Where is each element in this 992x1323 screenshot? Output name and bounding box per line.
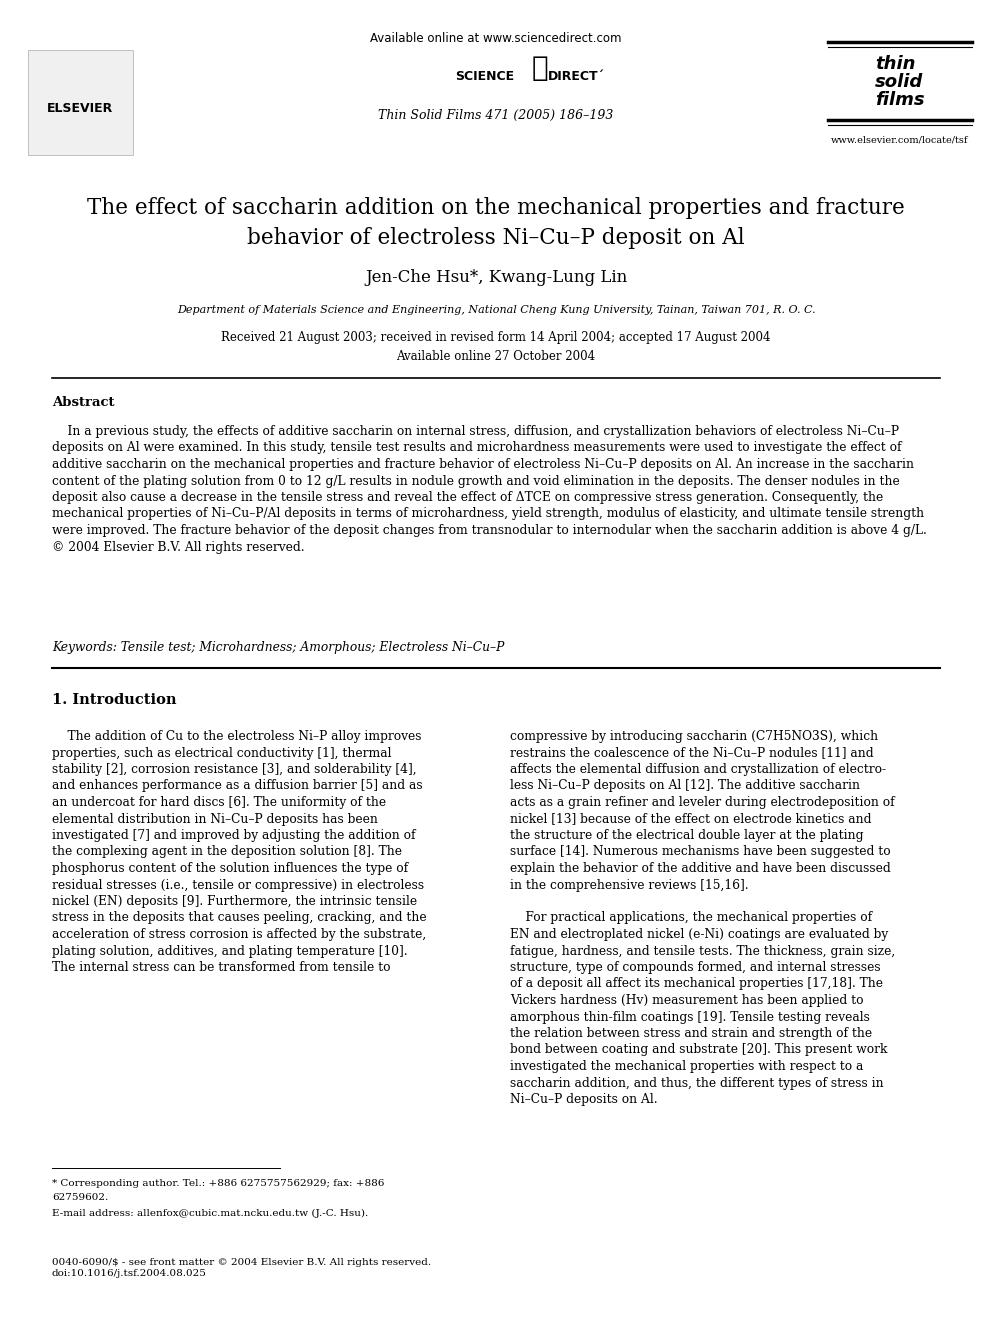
- Text: Received 21 August 2003; received in revised form 14 April 2004; accepted 17 Aug: Received 21 August 2003; received in rev…: [221, 332, 771, 344]
- Bar: [28, 50, 133, 155]
- Text: compressive by introducing saccharin (C7H5NO3S), which
restrains the coalescence: compressive by introducing saccharin (C7…: [510, 730, 895, 1106]
- Text: The addition of Cu to the electroless Ni–P alloy improves
properties, such as el: The addition of Cu to the electroless Ni…: [52, 730, 427, 974]
- Text: 62759602.: 62759602.: [52, 1193, 108, 1203]
- Text: Thin Solid Films 471 (2005) 186–193: Thin Solid Films 471 (2005) 186–193: [378, 108, 614, 122]
- Text: DIRECT´: DIRECT´: [548, 70, 605, 82]
- Text: Keywords: Tensile test; Microhardness; Amorphous; Electroless Ni–Cu–P: Keywords: Tensile test; Microhardness; A…: [52, 642, 504, 655]
- Text: thin
solid
films: thin solid films: [875, 56, 925, 108]
- Text: Available online 27 October 2004: Available online 27 October 2004: [397, 349, 595, 363]
- Text: 1. Introduction: 1. Introduction: [52, 693, 177, 706]
- Text: Available online at www.sciencedirect.com: Available online at www.sciencedirect.co…: [370, 32, 622, 45]
- Text: behavior of electroless Ni–Cu–P deposit on Al: behavior of electroless Ni–Cu–P deposit …: [247, 228, 745, 249]
- Text: Department of Materials Science and Engineering, National Cheng Kung University,: Department of Materials Science and Engi…: [177, 306, 815, 315]
- Text: The effect of saccharin addition on the mechanical properties and fracture: The effect of saccharin addition on the …: [87, 197, 905, 220]
- Text: 0040-6090/$ - see front matter © 2004 Elsevier B.V. All rights reserved.
doi:10.: 0040-6090/$ - see front matter © 2004 El…: [52, 1258, 432, 1278]
- Text: www.elsevier.com/locate/tsf: www.elsevier.com/locate/tsf: [831, 135, 969, 144]
- Text: ELSEVIER: ELSEVIER: [47, 102, 113, 115]
- Text: In a previous study, the effects of additive saccharin on internal stress, diffu: In a previous study, the effects of addi…: [52, 425, 927, 553]
- Text: * Corresponding author. Tel.: +886 6275757562929; fax: +886: * Corresponding author. Tel.: +886 62757…: [52, 1179, 384, 1188]
- Text: Jen-Che Hsu*, Kwang-Lung Lin: Jen-Che Hsu*, Kwang-Lung Lin: [365, 270, 627, 287]
- Text: SCIENCE: SCIENCE: [455, 70, 514, 82]
- Text: ⓐ: ⓐ: [532, 54, 549, 82]
- Text: Abstract: Abstract: [52, 396, 114, 409]
- Text: E-mail address: allenfox@cubic.mat.ncku.edu.tw (J.-C. Hsu).: E-mail address: allenfox@cubic.mat.ncku.…: [52, 1208, 368, 1217]
